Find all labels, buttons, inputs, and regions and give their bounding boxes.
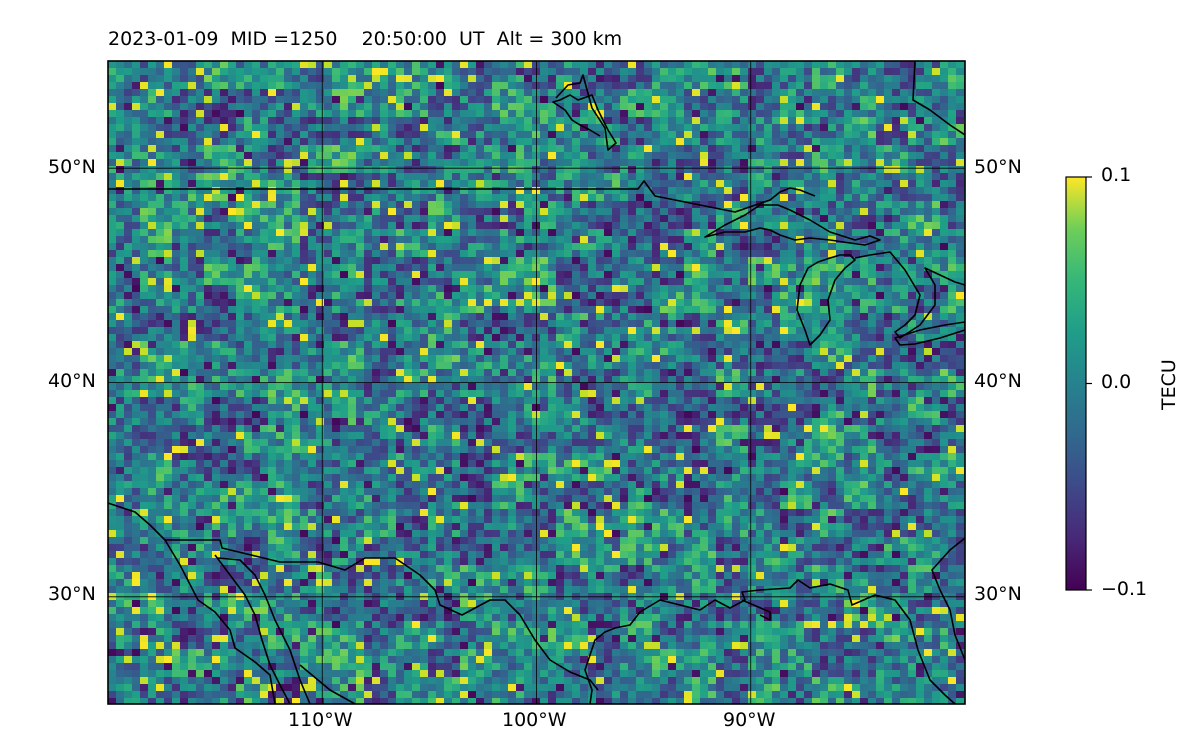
colorbar-tick-max: 0.1 (1101, 164, 1132, 186)
james-bay-coast (552, 74, 617, 151)
lat-label-left-30: 30°N (48, 583, 96, 605)
us-canada-border (108, 180, 816, 213)
lat-label-right-40: 40°N (974, 370, 1022, 392)
map-frame (107, 60, 966, 705)
lat-label-left-50: 50°N (48, 156, 96, 178)
lake-huron (854, 251, 965, 339)
colorbar-tick-zero: 0.0 (1101, 371, 1132, 393)
colorbar-ticks (1086, 176, 1092, 591)
gulf-coast (584, 579, 956, 704)
florida-coast (741, 599, 771, 621)
colorbar-tick-min: −0.1 (1101, 578, 1148, 600)
pacific-coast (108, 502, 276, 704)
lon-label-100w: 100°W (502, 709, 567, 731)
lat-label-right-50: 50°N (974, 156, 1022, 178)
colorbar-label: TECU (1158, 359, 1180, 410)
hudson-bay-coast (912, 61, 965, 136)
map-gridlines (108, 61, 965, 704)
lake-michigan (796, 254, 856, 346)
coastlines (108, 61, 965, 704)
lon-label-110w: 110°W (288, 709, 353, 731)
lat-label-left-40: 40°N (48, 370, 96, 392)
atlantic-coast (931, 537, 965, 661)
tec-pixel-field (108, 61, 965, 704)
lat-label-right-30: 30°N (974, 583, 1022, 605)
baja-peninsula (214, 554, 291, 704)
us-mexico-border (165, 539, 599, 691)
gulf-of-california (217, 557, 311, 704)
lon-label-90w: 90°W (723, 709, 776, 731)
lake-superior (704, 204, 881, 246)
mexico-pacific-coast (299, 664, 356, 704)
map-title: 2023-01-09 MID =1250 20:50:00 UT Alt = 3… (108, 28, 623, 50)
lake-erie (894, 321, 965, 346)
colorbar-gradient (1065, 176, 1087, 591)
